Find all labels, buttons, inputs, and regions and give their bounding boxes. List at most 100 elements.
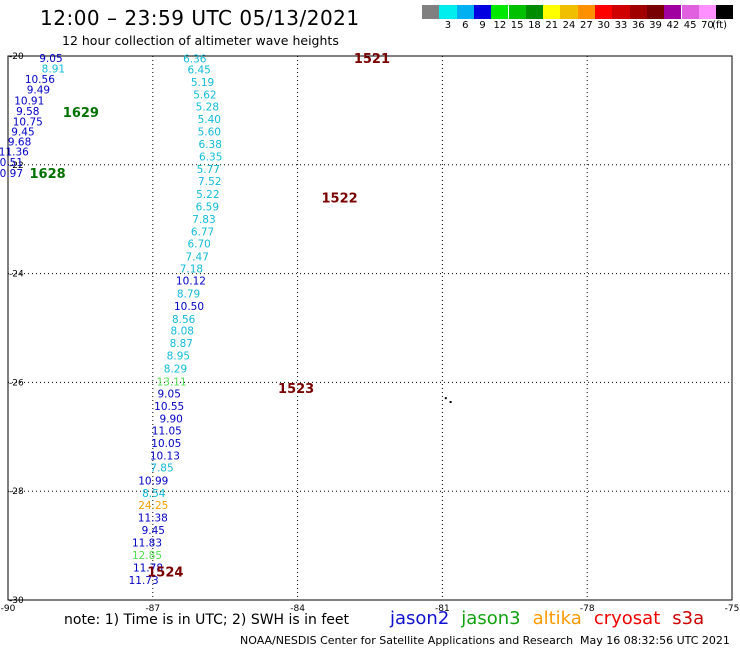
x-tick-label: -84 — [290, 604, 305, 614]
wave-height-label: 11.73 — [129, 575, 159, 587]
wave-height-label: 9.45 — [142, 525, 165, 537]
pass-time-label: 1628 — [29, 167, 65, 182]
wave-height-label: 10.51 — [0, 157, 23, 169]
wave-height-label: 5.40 — [198, 114, 221, 126]
color-scale-label: 6 — [462, 20, 469, 31]
wave-height-label: 10.99 — [138, 475, 168, 487]
pass-time-label: 1524 — [147, 566, 183, 581]
wave-height-label: 6.77 — [191, 227, 214, 239]
pass-time-label: 1521 — [354, 52, 390, 67]
wave-height-label: 7.85 — [150, 462, 173, 474]
wave-height-label: 6.36 — [183, 54, 207, 66]
chart-subtitle: 12 hour collection of altimeter wave hei… — [62, 33, 339, 48]
color-scale-swatch — [629, 5, 647, 19]
wave-height-label: 9.05 — [158, 388, 181, 400]
x-tick-label: -90 — [1, 604, 16, 614]
pass-time-label: 1629 — [63, 106, 99, 121]
wave-height-label: 6.45 — [187, 65, 210, 77]
x-tick-label: -81 — [435, 604, 450, 614]
wave-height-label: 8.79 — [177, 289, 200, 301]
color-scale-label: 9 — [479, 20, 486, 31]
wave-height-label: 10.50 — [174, 301, 204, 313]
color-scale-label: 15 — [510, 20, 524, 31]
chart-title: 12:00 – 23:59 UTC 05/13/2021 — [40, 6, 360, 30]
color-scale-swatch — [646, 5, 665, 19]
y-tick-label: -30 — [9, 596, 24, 606]
data-speck — [449, 400, 452, 403]
wave-height-label: 5.60 — [198, 127, 221, 139]
wave-height-label: 5.62 — [193, 90, 216, 102]
wave-height-label: 9.05 — [39, 53, 62, 65]
wave-height-label: 7.18 — [180, 264, 203, 276]
wave-height-label: 5.22 — [196, 189, 219, 201]
color-scale-label: 33 — [614, 20, 628, 31]
wave-height-label: 10.05 — [151, 438, 181, 450]
color-scale-unit: (ft) — [712, 20, 728, 31]
color-scale-swatch — [612, 5, 630, 19]
pass-time-label: 1522 — [321, 191, 357, 206]
wave-height-label: 11.38 — [138, 512, 168, 524]
color-scale-label: 70 — [701, 20, 714, 31]
x-tick-label: -87 — [145, 604, 160, 614]
satellite-legend: jason2 jason3 altika cryosat s3a — [390, 608, 716, 629]
pass-time-label: 1523 — [278, 382, 314, 397]
color-scale-label: 45 — [683, 20, 697, 31]
wave-height-label: 10.56 — [25, 74, 55, 86]
color-scale-label: 24 — [562, 20, 576, 31]
color-scale-swatch — [595, 5, 613, 19]
wave-height-label: 10.13 — [150, 450, 180, 462]
wave-height-label: 7.83 — [192, 214, 215, 226]
color-scale-swatch — [543, 5, 561, 19]
wave-height-label: 9.49 — [27, 85, 50, 97]
footer-note: note: 1) Time is in UTC; 2) SWH is in fe… — [64, 612, 350, 628]
wave-height-label: 8.54 — [142, 488, 166, 500]
color-scale-label: 18 — [528, 20, 541, 31]
color-scale-label: 39 — [649, 20, 662, 31]
wave-height-label: 5.19 — [191, 77, 214, 89]
wave-height-label: 12.85 — [132, 550, 162, 562]
footer-credit: NOAA/NESDIS Center for Satellite Applica… — [240, 634, 574, 647]
color-scale-label: 27 — [579, 20, 593, 31]
wave-height-label: 6.35 — [199, 152, 222, 164]
color-scale-swatch — [698, 5, 717, 19]
plot-frame — [7, 55, 733, 601]
color-scale-swatch — [664, 5, 682, 19]
color-scale-swatch — [508, 5, 526, 19]
wave-height-label: 10.91 — [14, 96, 44, 108]
color-scale-label: 30 — [597, 20, 610, 31]
color-scale-swatch — [439, 5, 457, 19]
color-scale-label: 36 — [631, 20, 645, 31]
color-scale-swatch — [473, 5, 492, 19]
y-tick-label: -22 — [9, 161, 24, 171]
x-tick-label: -75 — [725, 604, 740, 614]
footer-timestamp: May 16 08:32:56 UTC 2021 — [580, 634, 730, 647]
color-scale-label: 42 — [666, 20, 680, 31]
wave-height-label: 6.70 — [187, 239, 210, 251]
wave-height-label: 7.52 — [198, 176, 221, 188]
wave-height-label: 8.08 — [171, 326, 194, 338]
color-scale-swatch — [560, 5, 578, 19]
wave-height-label: 10.75 — [13, 116, 43, 128]
wave-height-label: 8.56 — [172, 314, 196, 326]
color-scale-swatch — [525, 5, 544, 19]
wave-height-label: 9.90 — [159, 413, 182, 425]
wave-height-label: 8.91 — [42, 64, 65, 76]
wave-height-label: 8.95 — [167, 351, 190, 363]
wave-height-label: 7.47 — [186, 252, 209, 264]
color-scale-label: 3 — [444, 20, 452, 31]
color-scale-swatch — [422, 5, 440, 19]
wave-height-label: 5.77 — [197, 164, 220, 176]
y-tick-label: -20 — [9, 52, 24, 62]
wave-height-label: 10.97 — [0, 168, 23, 180]
satellite-legend-item: s3a — [672, 608, 705, 629]
wave-height-label: 9.58 — [16, 106, 39, 118]
wave-height-label: 10.12 — [176, 276, 206, 288]
y-tick-label: -24 — [9, 270, 24, 280]
satellite-legend-item: jason3 — [461, 608, 521, 629]
wave-height-label: 5.28 — [196, 102, 219, 114]
color-scale-label: 21 — [545, 20, 559, 31]
wave-height-label: 8.29 — [164, 363, 187, 375]
wave-height-label: 6.59 — [196, 202, 219, 214]
